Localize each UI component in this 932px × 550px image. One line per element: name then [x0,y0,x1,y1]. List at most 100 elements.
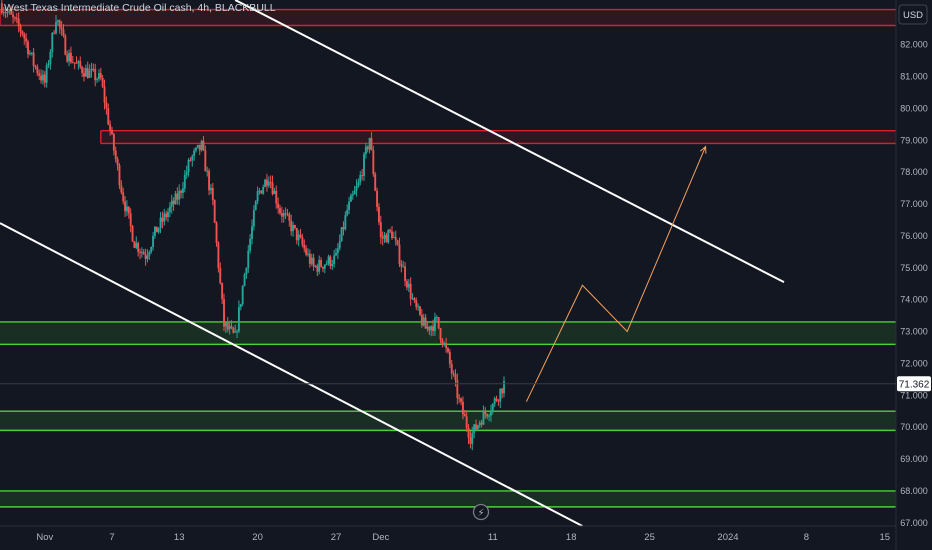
candle-up [363,154,365,176]
candle-up [430,326,433,331]
candle-down [376,190,379,207]
candle-down [223,299,225,327]
candle-down [27,41,29,55]
candle-up [30,52,33,54]
candle-down [19,25,22,32]
candle-down [405,281,408,288]
candle-down [394,237,397,241]
candle-up [146,255,149,259]
candle-down [370,138,373,151]
candle-up [245,267,248,275]
candle-down [342,227,345,230]
candle-up [383,234,386,239]
currency-box[interactable] [898,4,928,25]
candle-up [174,193,177,205]
candle-down [112,133,115,151]
candle-up [333,255,336,265]
time-tick-label: 2024 [717,532,738,543]
price-tick-label: 70.000 [900,422,928,432]
price-tick-label: 68.000 [900,486,928,496]
candle-down [437,317,440,329]
candle-down [469,437,472,444]
price-axis[interactable]: 67.000 68.000 69.000 70.000 71.000 72.000 73.0… [900,40,928,528]
candle-up [503,381,505,394]
candle-up [318,260,321,272]
candle-down [265,179,268,186]
price-tick-label: 69.000 [900,454,928,464]
candle-down [284,213,287,215]
candle-down [10,10,13,15]
candle-up [41,74,44,81]
candle-down [413,298,416,301]
time-tick-label: 20 [252,532,263,543]
candle-down [13,17,16,19]
candle-up [476,425,479,430]
resistance-zone-fill-0 [0,9,896,26]
candle-up [254,201,257,211]
candle-down [361,175,364,177]
candle-down [60,27,63,30]
candle-down [0,3,3,13]
candle-down [424,317,427,329]
candle-down [372,150,375,174]
price-tick-label: 67.000 [900,518,928,528]
candle-down [385,234,388,243]
last-price-box [897,376,931,392]
candle-down [43,74,46,83]
candle-down [226,322,229,330]
candle-down [290,220,293,232]
candle-down [4,12,7,14]
candle-down [286,213,289,215]
candle-up [135,242,138,248]
candle-down [379,222,382,238]
candle-up [159,217,162,228]
candle-down [215,222,218,243]
time-axis[interactable]: Nov 7 13 20 27 Dec 11 18 25 2024 8 15 [36,532,890,543]
support-zone-fill-4 [0,490,896,507]
candle-down [34,65,37,67]
event-marker-circle[interactable] [472,503,490,521]
candle-down [480,422,483,425]
candle-down [127,206,130,214]
candle-up [387,229,390,243]
candle-up [47,64,50,66]
candle-up [196,144,199,148]
currency-label: USD [903,10,923,21]
candle-down [105,102,108,109]
candle-up [249,238,252,251]
candle-up [297,234,300,241]
candle-up [2,12,5,14]
candle-down [217,242,220,269]
candle-up [368,138,371,150]
event-marker[interactable]: ⚡ [472,503,490,521]
candle-up [364,146,367,155]
candle-up [433,317,436,331]
time-tick-label: Dec [372,532,389,543]
candle-up [183,174,186,189]
candle-down [25,38,28,42]
candle-up [170,200,173,207]
candle-up [68,52,71,62]
candle-up [355,186,358,191]
price-tick-label: 79.000 [900,135,928,145]
candle-down [452,373,455,375]
candle-up [224,322,227,327]
candle-down [396,240,399,245]
candle-down [69,52,72,63]
candle-up [239,303,242,308]
candle-up [77,61,80,63]
candle-down [475,424,477,430]
candle-down [38,73,41,76]
support-zone-fill-3 [0,411,896,431]
candle-up [193,150,196,156]
candle-up [489,411,492,416]
candle-down [21,31,24,35]
candle-down [439,328,442,340]
candle-down [198,144,201,151]
candle-down [165,213,168,218]
candle-down [321,266,324,269]
candle-up [178,191,181,200]
candle-up [407,283,410,288]
